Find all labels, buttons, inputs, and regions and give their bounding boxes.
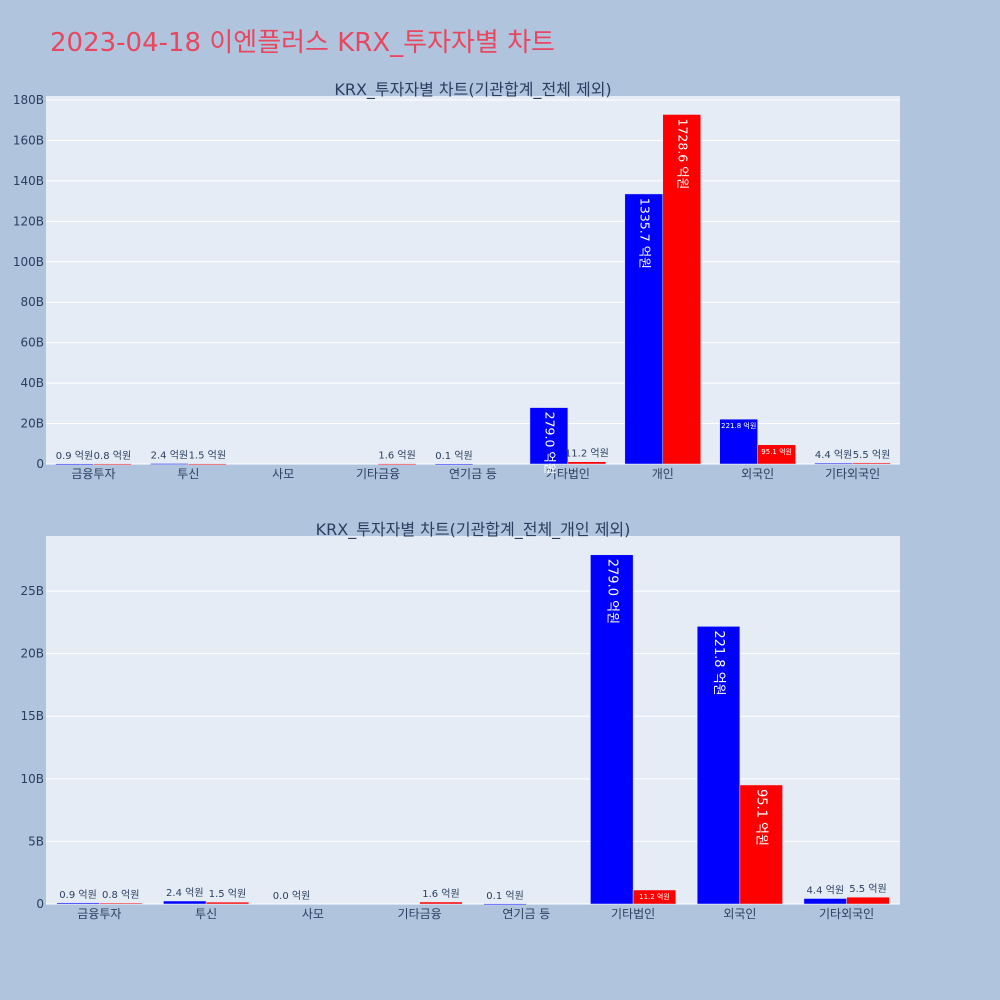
bar bbox=[529, 407, 569, 465]
y-tick-label: 5B bbox=[28, 834, 44, 848]
y-tick-label: 120B bbox=[13, 214, 44, 228]
data-label: 1.5 억원 bbox=[209, 888, 246, 900]
x-tick-label: 연기금 등 bbox=[502, 907, 550, 921]
chart-title: KRX_투자자별 차트(기관합계_전체 제외) bbox=[334, 80, 611, 100]
x-tick-label: 사모 bbox=[302, 907, 324, 921]
x-tick-label: 투신 bbox=[177, 467, 199, 481]
bar bbox=[624, 193, 664, 465]
bar bbox=[567, 461, 607, 465]
page-title: 2023-04-18 이엔플러스 KRX_투자자별 차트 bbox=[50, 28, 555, 58]
y-tick-label: 25B bbox=[20, 584, 44, 598]
x-tick-label: 사모 bbox=[272, 467, 294, 481]
y-tick-label: 160B bbox=[13, 133, 44, 147]
x-tick-label: 외국인 bbox=[723, 907, 756, 921]
data-label: 5.5 억원 bbox=[849, 883, 886, 895]
y-tick-label: 100B bbox=[13, 255, 44, 269]
data-label: 1728.6 억원 bbox=[675, 118, 690, 189]
data-label: 0.8 억원 bbox=[94, 450, 131, 462]
bar bbox=[188, 463, 227, 465]
bar bbox=[55, 463, 94, 466]
data-label: 11.2 억원 bbox=[565, 448, 609, 460]
bar bbox=[99, 902, 143, 905]
bar bbox=[803, 898, 847, 905]
data-label: 0.8 억원 bbox=[102, 889, 139, 901]
bar bbox=[163, 900, 207, 905]
bar bbox=[719, 418, 758, 465]
y-tick-label: 80B bbox=[20, 295, 44, 309]
x-tick-label: 연기금 등 bbox=[449, 467, 497, 481]
bar bbox=[93, 463, 132, 466]
data-label: 95.1 억원 bbox=[754, 789, 769, 846]
data-label: 0.1 억원 bbox=[486, 890, 523, 902]
data-label: 95.1 억원 bbox=[761, 447, 792, 456]
x-tick-label: 기타금융 bbox=[356, 467, 400, 481]
bar bbox=[56, 902, 100, 905]
data-label: 0.0 억원 bbox=[273, 890, 310, 902]
data-label: 4.4 억원 bbox=[815, 449, 852, 461]
y-tick-label: 0 bbox=[36, 457, 44, 471]
data-label: 1335.7 억원 bbox=[637, 198, 652, 269]
data-label: 279.0 억원 bbox=[542, 412, 557, 475]
x-tick-label: 기타외국인 bbox=[819, 907, 874, 921]
bar bbox=[739, 784, 783, 905]
chart-title: KRX_투자자별 차트(기관합계_전체_개인 제외) bbox=[316, 520, 631, 540]
bar bbox=[483, 903, 527, 906]
bar bbox=[150, 463, 189, 465]
data-label: 0.9 억원 bbox=[56, 450, 93, 462]
bar bbox=[696, 626, 741, 905]
x-tick-label: 금융투자 bbox=[71, 467, 115, 481]
data-label: 0.9 억원 bbox=[59, 889, 96, 901]
data-label: 221.8 억원 bbox=[721, 421, 756, 430]
x-tick-label: 외국인 bbox=[741, 467, 774, 481]
x-tick-label: 기타금융 bbox=[398, 907, 442, 921]
y-tick-label: 40B bbox=[20, 376, 44, 390]
data-label: 1.6 억원 bbox=[378, 450, 415, 462]
data-label: 0.1 억원 bbox=[435, 450, 472, 462]
x-tick-label: 금융투자 bbox=[77, 907, 121, 921]
data-label: 2.4 억원 bbox=[166, 887, 203, 899]
y-tick-label: 10B bbox=[20, 772, 44, 786]
bar bbox=[419, 901, 463, 905]
y-tick-label: 180B bbox=[13, 93, 44, 107]
data-label: 4.4 억원 bbox=[807, 884, 844, 896]
bar bbox=[434, 463, 474, 466]
y-tick-label: 0 bbox=[36, 897, 44, 911]
x-tick-label: 투신 bbox=[195, 907, 217, 921]
data-label: 1.5 억원 bbox=[189, 450, 226, 462]
data-label: 1.6 억원 bbox=[422, 888, 459, 900]
bar bbox=[662, 114, 701, 465]
x-tick-label: 기타법인 bbox=[611, 907, 655, 921]
chart-1: KRX_투자자별 차트(기관합계_전체 제외) 0 20B 40B 60B 80B 100B… bbox=[13, 80, 900, 481]
bar bbox=[632, 889, 677, 905]
bar bbox=[377, 463, 417, 465]
data-label: 279.0 억원 bbox=[604, 559, 619, 624]
bar bbox=[846, 896, 890, 905]
bar bbox=[814, 462, 853, 465]
y-tick-label: 60B bbox=[20, 336, 44, 350]
bar bbox=[757, 444, 796, 465]
data-label: 5.5 억원 bbox=[853, 449, 890, 461]
y-tick-label: 140B bbox=[13, 174, 44, 188]
data-label: 221.8 억원 bbox=[711, 630, 726, 695]
y-tick-label: 15B bbox=[20, 709, 44, 723]
x-tick-label: 기타외국인 bbox=[825, 467, 880, 481]
bar bbox=[205, 901, 250, 905]
y-tick-label: 20B bbox=[20, 417, 44, 431]
plot-area bbox=[46, 96, 900, 464]
chart-2: KRX_투자자별 차트(기관합계_전체_개인 제외) 0 5B 10B 15B 20B 25… bbox=[20, 520, 900, 921]
data-label: 2.4 억원 bbox=[151, 450, 188, 462]
x-tick-label: 기타법인 bbox=[546, 467, 590, 481]
bar bbox=[852, 462, 891, 465]
y-tick-label: 20B bbox=[20, 647, 44, 661]
data-label: 11.2 억원 bbox=[639, 892, 670, 901]
x-tick-label: 개인 bbox=[652, 467, 674, 481]
bar bbox=[590, 554, 634, 905]
